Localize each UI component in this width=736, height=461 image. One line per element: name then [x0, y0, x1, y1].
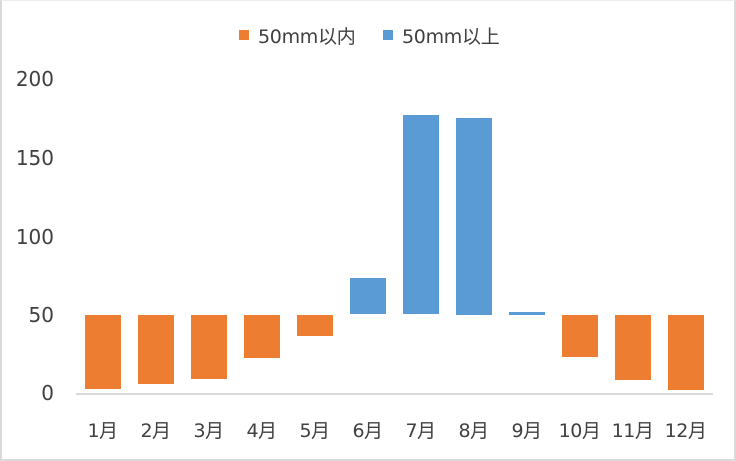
- bar-above-50-7: [403, 115, 440, 315]
- bar-above-50-9: [509, 311, 546, 315]
- x-label-7: 7月: [405, 420, 436, 442]
- legend-item-below-50: 50mm以内: [239, 21, 356, 49]
- legend-label: 50mm以内: [258, 25, 356, 48]
- x-label-2: 2月: [140, 420, 171, 442]
- x-label-1: 1月: [87, 420, 118, 442]
- bar-below-50-5: [296, 314, 333, 337]
- y-tick-200: 200: [15, 67, 54, 91]
- y-tick-50: 50: [28, 303, 54, 327]
- legend-item-above-50: 50mm以上: [383, 21, 500, 49]
- x-label-3: 3月: [193, 420, 224, 442]
- y-tick-0: 0: [41, 381, 54, 405]
- bar-below-50-10: [562, 314, 599, 357]
- y-tick-100: 100: [15, 225, 54, 249]
- x-label-11: 11月: [611, 420, 654, 442]
- legend-swatch-orange-icon: [239, 30, 249, 40]
- bar-below-50-3: [190, 314, 227, 379]
- bar-above-50-8: [456, 118, 493, 315]
- x-label-8: 8月: [458, 420, 489, 442]
- legend: 50mm以内 50mm以上: [2, 21, 734, 49]
- legend-label: 50mm以上: [402, 25, 500, 48]
- bar-below-50-4: [243, 314, 280, 359]
- bar-below-50-2: [137, 314, 174, 384]
- bar-below-50-1: [84, 314, 121, 390]
- x-label-5: 5月: [299, 420, 330, 442]
- bar-above-50-6: [349, 278, 386, 315]
- x-label-10: 10月: [558, 420, 601, 442]
- x-label-4: 4月: [246, 420, 277, 442]
- x-label-9: 9月: [511, 420, 542, 442]
- x-label-12: 12月: [664, 420, 707, 442]
- legend-swatch-blue-icon: [383, 30, 393, 40]
- x-axis-line: [76, 393, 713, 395]
- bar-below-50-11: [615, 314, 652, 381]
- x-label-6: 6月: [352, 420, 383, 442]
- bar-below-50-12: [668, 314, 705, 390]
- y-tick-150: 150: [15, 146, 54, 170]
